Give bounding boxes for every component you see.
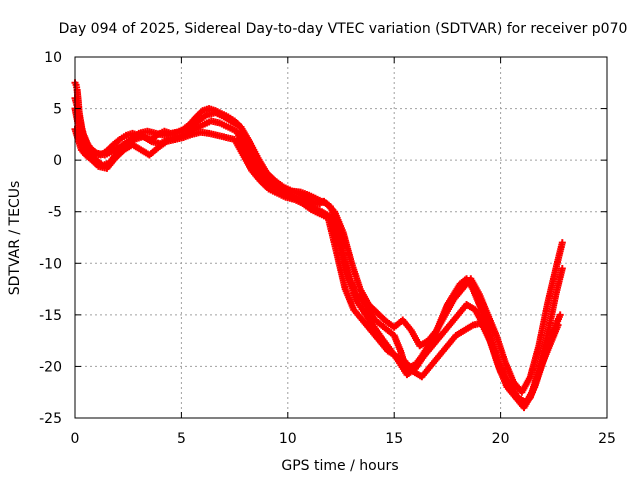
y-tick-label: -15 (39, 308, 62, 324)
tick-marks (74, 56, 608, 419)
y-tick-label: -10 (39, 256, 62, 272)
x-tick-label: 10 (279, 431, 297, 447)
y-tick-label: 0 (53, 153, 62, 169)
data-point (558, 239, 566, 247)
y-tick-label: -20 (39, 359, 62, 375)
x-tick-labels: 0 5 10 15 20 25 (71, 431, 616, 447)
y-tick-label: -5 (48, 205, 62, 221)
x-tick-label: 15 (385, 431, 403, 447)
data-point (556, 311, 564, 319)
data-point (554, 321, 562, 329)
y-tick-label: 10 (44, 50, 62, 66)
data-point (558, 264, 566, 272)
x-axis-label: GPS time / hours (281, 458, 398, 474)
plot-frame (74, 56, 608, 419)
x-tick-label: 25 (598, 431, 616, 447)
series-track-d (71, 94, 566, 396)
y-axis-label: SDTVAR / TECUs (7, 181, 23, 296)
x-tick-label: 5 (177, 431, 186, 447)
series-track-c (71, 125, 562, 412)
y-tick-label: 5 (53, 102, 62, 118)
x-tick-label: 0 (71, 431, 80, 447)
y-tick-labels: 10 5 0 -5 -10 -15 -20 -25 (39, 50, 62, 427)
chart-title: Day 094 of 2025, Sidereal Day-to-day VTE… (59, 21, 628, 37)
y-tick-label: -25 (39, 411, 62, 427)
x-tick-label: 20 (492, 431, 510, 447)
data-layer (71, 79, 566, 412)
